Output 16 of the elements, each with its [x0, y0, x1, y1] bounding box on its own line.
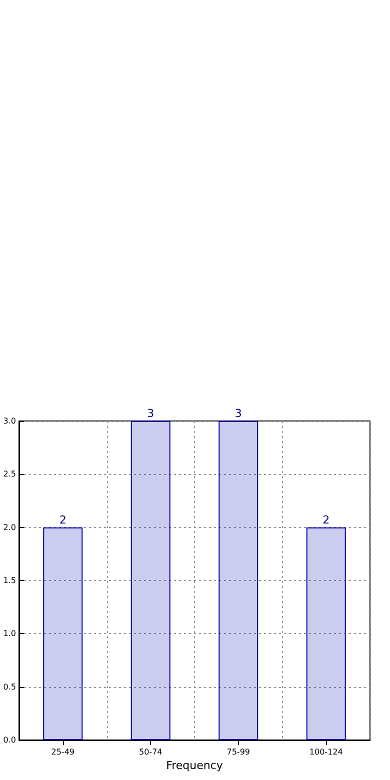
- x-tick-label: 50-74: [139, 748, 162, 756]
- data-label: 3: [147, 407, 154, 420]
- data-label: 2: [322, 513, 330, 526]
- y-tick-label: 0.0: [3, 736, 16, 744]
- y-tick-label: 1.5: [3, 576, 16, 585]
- x-axis-title: Frequency: [166, 759, 224, 772]
- x-tick-label: 100-124: [309, 748, 343, 756]
- data-label: 3: [234, 407, 242, 420]
- y-tick-label: 1.0: [3, 629, 16, 638]
- y-tick-label: 3.0: [3, 416, 16, 426]
- y-tick-label: 2.0: [3, 522, 16, 532]
- data-label: 2: [59, 513, 66, 526]
- y-tick-label: 2.5: [3, 470, 16, 479]
- x-tick-label: 75-99: [226, 748, 250, 756]
- x-tick-label: 25-49: [51, 748, 74, 756]
- y-tick-label: 0.5: [3, 682, 16, 692]
